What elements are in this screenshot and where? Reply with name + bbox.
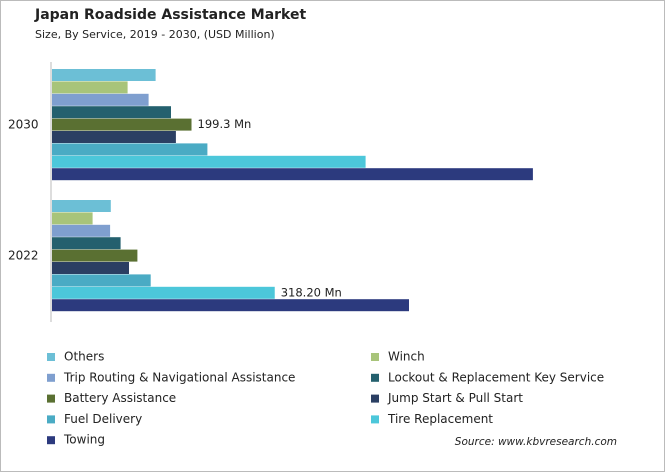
legend-label: Battery Assistance xyxy=(64,391,176,405)
legend-swatch xyxy=(47,415,55,424)
y-tick-label: 2022 xyxy=(8,248,39,262)
bar xyxy=(52,118,192,131)
legend-label: Towing xyxy=(63,433,105,447)
bar xyxy=(52,286,275,299)
legend-label: Winch xyxy=(388,350,425,364)
bar xyxy=(52,200,111,212)
legend-swatch xyxy=(47,436,55,445)
bar xyxy=(52,81,128,94)
bar xyxy=(52,249,138,262)
bar xyxy=(52,143,208,156)
bar xyxy=(52,224,111,237)
legend-label: Tire Replacement xyxy=(387,412,493,426)
bar xyxy=(52,262,129,274)
legend-swatch xyxy=(371,373,379,382)
bar xyxy=(52,69,156,81)
legend-swatch xyxy=(47,394,55,403)
legend-label: Trip Routing & Navigational Assistance xyxy=(63,370,295,384)
source: Source: www.kbvresearch.com xyxy=(455,436,617,448)
legend-label: Lockout & Replacement Key Service xyxy=(388,370,604,384)
legend-swatch xyxy=(371,353,379,361)
legend-swatch xyxy=(47,373,55,382)
bar xyxy=(52,168,533,181)
chart-title: Japan Roadside Assistance Market xyxy=(34,7,306,23)
bar xyxy=(52,93,149,106)
bar xyxy=(52,131,176,143)
y-tick-label: 2030 xyxy=(8,117,39,131)
data-label: 318.20 Mn xyxy=(281,285,342,299)
bar xyxy=(52,155,366,168)
bar xyxy=(52,274,151,287)
legend-swatch xyxy=(371,415,379,424)
bar xyxy=(52,212,93,225)
legend-label: Others xyxy=(64,350,104,364)
chart-subtitle: Size, By Service, 2019 - 2030, (USD Mill… xyxy=(35,28,275,41)
bar xyxy=(52,106,171,119)
legend-swatch xyxy=(371,394,379,403)
bar xyxy=(52,299,409,312)
legend-label: Jump Start & Pull Start xyxy=(387,391,523,405)
legend-swatch xyxy=(47,353,55,361)
legend-label: Fuel Delivery xyxy=(64,412,142,426)
bar xyxy=(52,237,121,250)
data-label: 199.3 Mn xyxy=(198,117,252,131)
